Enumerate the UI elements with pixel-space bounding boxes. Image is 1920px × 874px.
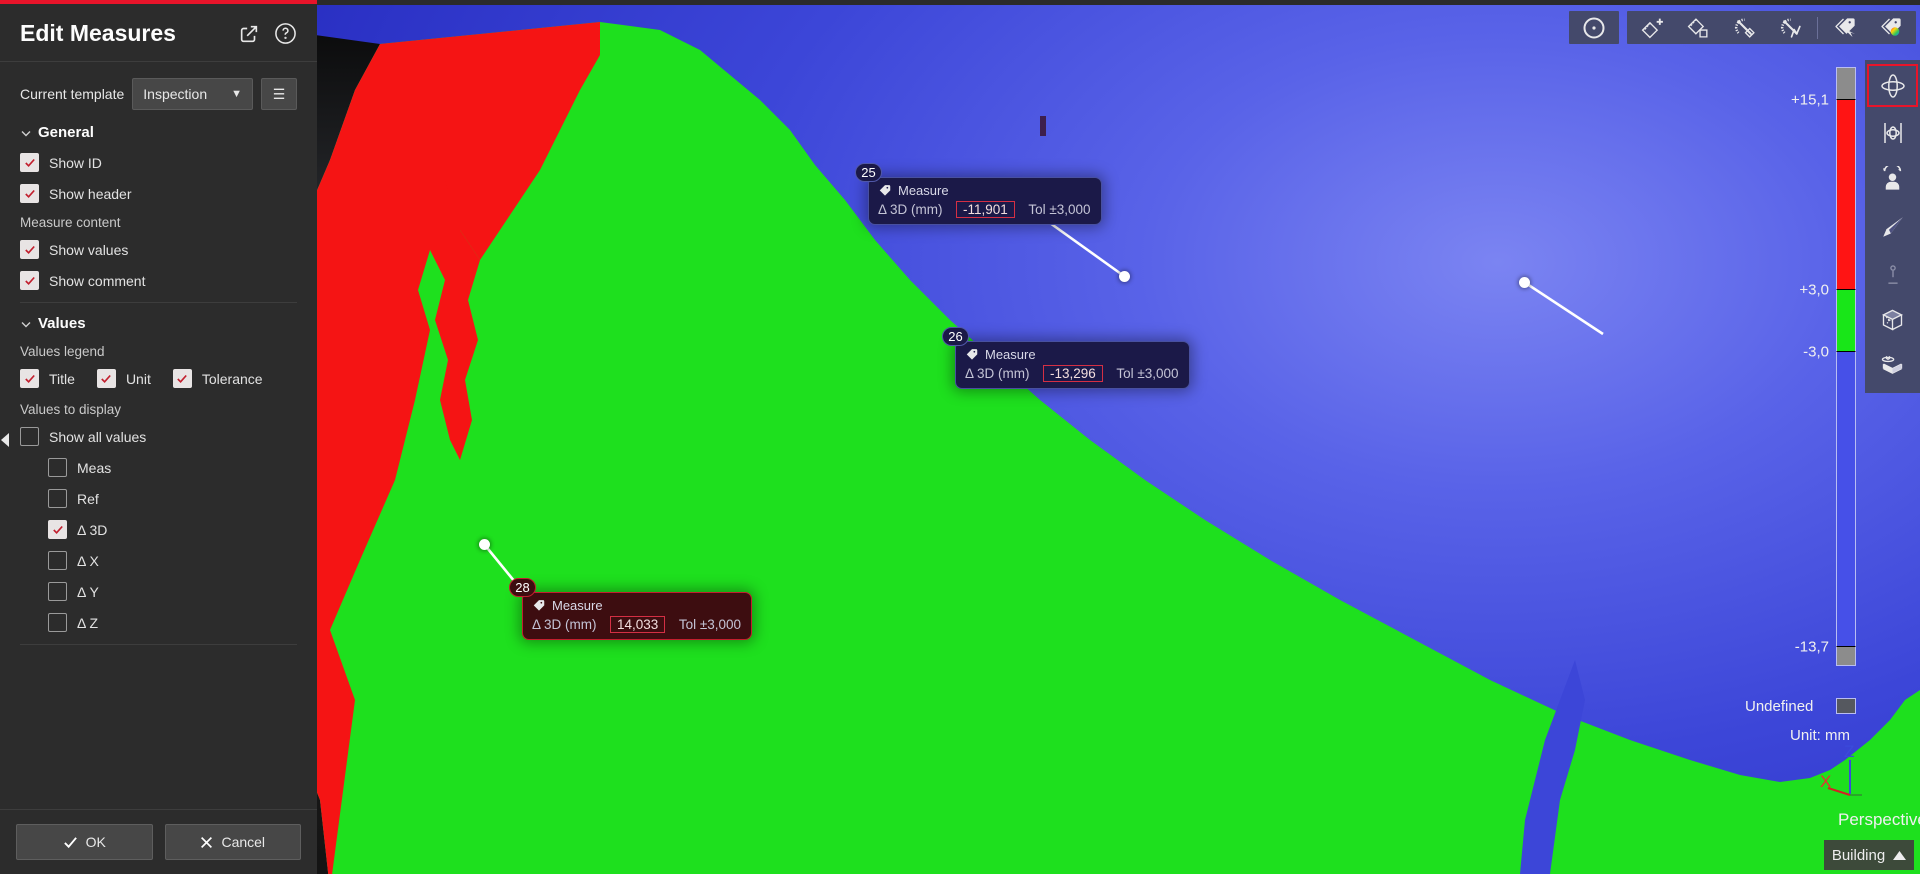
svg-text:X: X (1820, 772, 1831, 791)
svg-text:Z: Z (1844, 745, 1854, 761)
